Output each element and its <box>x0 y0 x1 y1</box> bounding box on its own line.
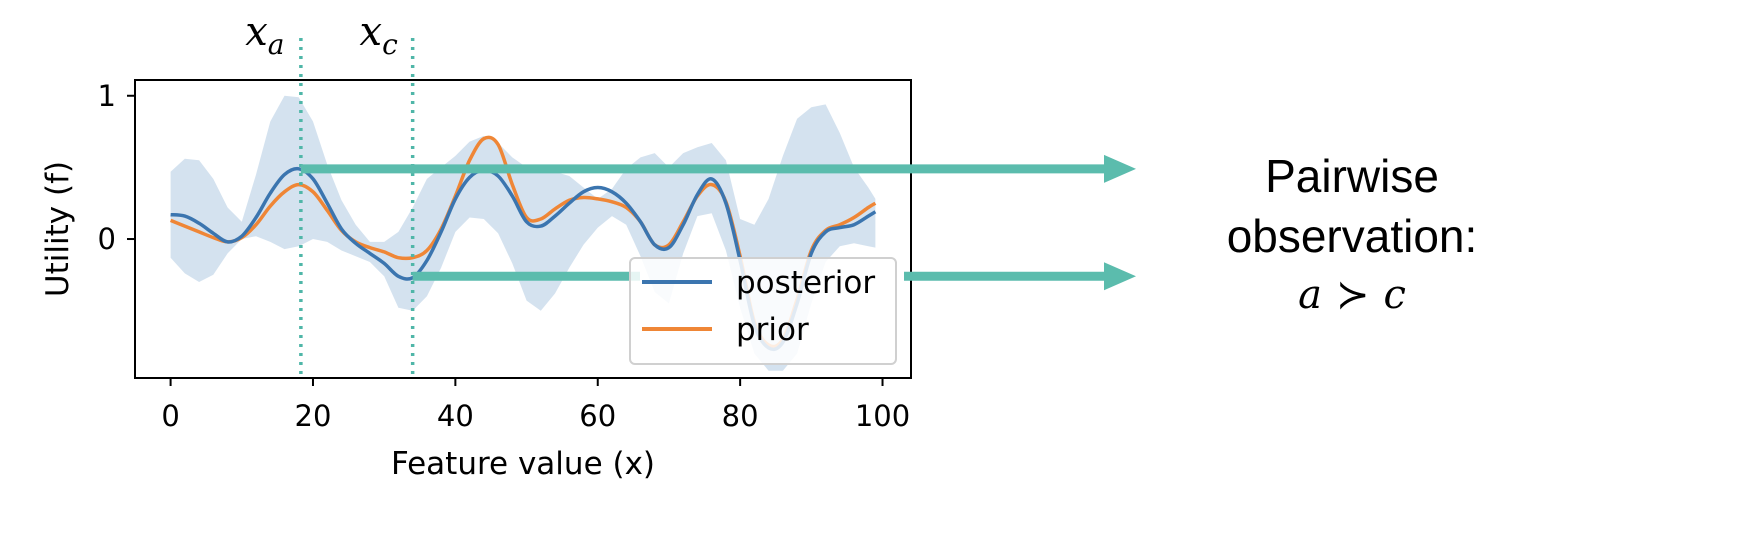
legend-label-posterior: posterior <box>736 265 875 301</box>
x-ticks: 0 20 40 60 80 100 <box>161 378 910 433</box>
x-tick-label-100: 100 <box>855 399 910 433</box>
arrow-a-head <box>1104 154 1136 183</box>
annotation-line-2: observation: <box>1227 210 1478 262</box>
marker-label-xa: xa <box>245 9 284 61</box>
arrow-c-head <box>1104 262 1136 291</box>
annotation-relation: a ≻ c <box>1298 272 1406 318</box>
x-axis-label: Feature value (x) <box>391 446 655 482</box>
legend: posterior prior <box>629 257 897 365</box>
legend-box <box>629 257 897 365</box>
relation-c: c <box>1383 272 1405 318</box>
relation-a: a <box>1298 272 1322 318</box>
marker-label-xc: xc <box>360 9 399 61</box>
annotation-line-1: Pairwise <box>1265 150 1439 202</box>
y-ticks: 1 0 <box>98 79 135 256</box>
x-tick-label-40: 40 <box>437 399 474 433</box>
relation-symbol: ≻ <box>1336 272 1370 318</box>
x-tick-label-60: 60 <box>579 399 616 433</box>
x-tick-label-20: 20 <box>295 399 332 433</box>
axes-frame <box>134 79 912 379</box>
x-tick-label-80: 80 <box>722 399 759 433</box>
y-tick-label-0: 0 <box>98 222 116 256</box>
x-tick-label-0: 0 <box>161 399 179 433</box>
pairwise-annotation: Pairwise observation: a ≻ c <box>1227 150 1478 318</box>
legend-label-prior: prior <box>736 312 809 348</box>
y-axis-label: Utility (f) <box>40 161 76 297</box>
y-tick-label-1: 1 <box>98 79 116 113</box>
